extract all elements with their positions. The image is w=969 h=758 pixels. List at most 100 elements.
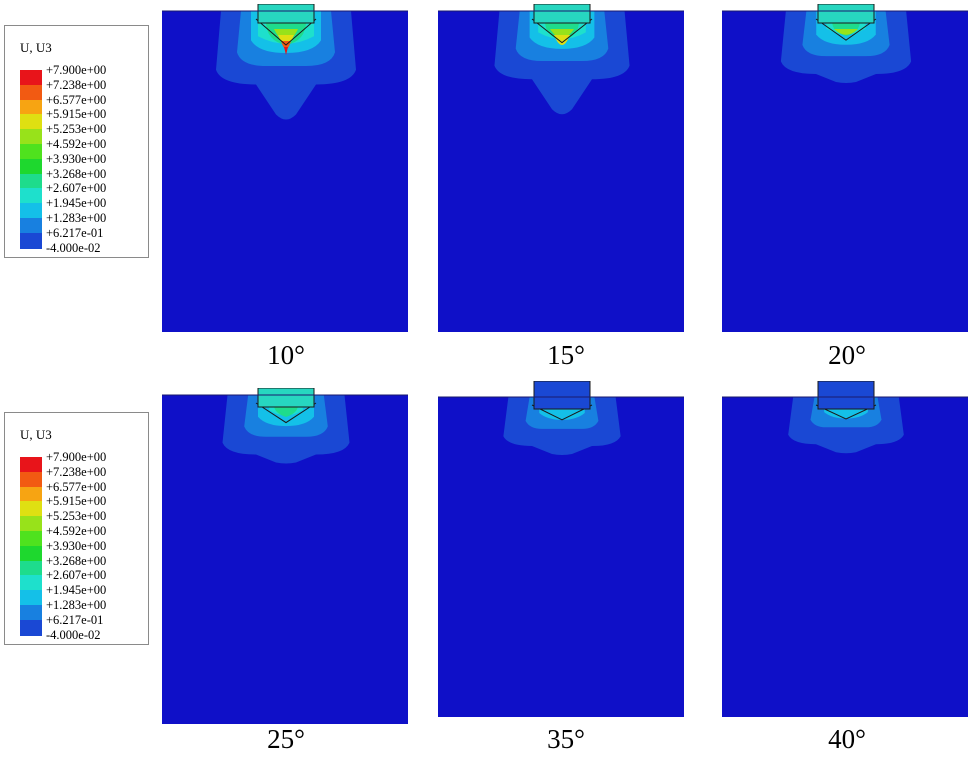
legend-entry: +2.607e+00 [20,181,148,205]
legend-entry: +7.238e+00 [20,77,148,101]
legend-entry: +1.283e+00 [20,211,148,234]
contour-lime [834,29,858,35]
legend-value: +1.283e+00 [46,211,107,225]
indenter-cone-outline [531,18,593,44]
caption-angle: 25° [267,724,305,754]
legend-swatch [20,560,42,577]
caption-angle: 15° [547,340,585,370]
legend-entry: +7.900e+00 [20,63,148,86]
legend-entry: +7.900e+00 [20,450,148,473]
legend-swatch [20,531,42,547]
indenter-block [533,381,591,410]
legend-value: +6.577e+00 [46,479,107,494]
legend-value: +7.238e+00 [46,77,107,92]
contour-plot [722,4,968,332]
legend-swatch [20,144,42,160]
legend-swatch [20,471,42,488]
contour-red [284,47,288,55]
indenter-cone-outline [815,404,877,420]
contour-plot [438,4,684,332]
contour-panel-25deg [162,388,408,724]
contour-green [274,405,298,417]
indenter-cone-outline [815,18,877,41]
contour-plot [438,381,684,717]
contour-panel-20deg [722,4,968,332]
legend-bottom: U, U3 +7.900e+00 +7.238e+00 +6.577e+00 +5.9… [4,412,149,645]
legend-value: +6.577e+00 [46,92,107,107]
legend-swatch [20,218,42,234]
legend-swatch [20,590,42,607]
legend-value: +5.915e+00 [46,494,107,509]
legend-value: +7.900e+00 [46,450,107,464]
contour-plot [162,4,408,332]
legend-entry: +5.915e+00 [20,494,148,518]
legend-swatch [20,70,42,86]
legend-value: -4.000e-02 [46,240,101,255]
caption-angle: 40° [828,724,866,754]
legend-value: +7.238e+00 [46,464,107,479]
legend-swatch [20,501,42,518]
indenter-block [817,381,875,410]
contour-panel-40deg [722,381,968,717]
legend-swatch [20,232,42,249]
legend-top: U, U3 +7.900e+00 +7.238e+00 +6.577e+00 +5.9… [4,25,149,258]
legend-value: +3.930e+00 [46,151,107,166]
contour-yellow [554,35,570,45]
legend-value: +7.900e+00 [46,63,107,77]
legend-value: +3.930e+00 [46,538,107,553]
legend-value: +1.945e+00 [46,196,107,211]
legend-value: +6.217e-01 [46,225,104,240]
legend-entry: -4.000e-02 [20,627,148,642]
contour-panel-35deg [438,381,684,717]
indenter-cone-outline [255,18,317,46]
indenter-cone-outline [255,402,317,424]
legend-entry: +1.283e+00 [20,598,148,621]
legend-swatch [20,99,42,116]
legend-entry: +6.577e+00 [20,92,148,116]
legend-value: -4.000e-02 [46,627,101,642]
legend-value: +3.268e+00 [46,166,107,181]
legend-value: +5.253e+00 [46,122,107,137]
legend-entry: +6.217e-01 [20,225,148,249]
legend-entry: -4.000e-02 [20,240,148,255]
indenter-cone-outline [531,404,593,421]
legend-value: +4.592e+00 [46,524,107,538]
legend-value: +5.253e+00 [46,509,107,524]
legend-value: +6.217e-01 [46,612,104,627]
legend-entry: +3.268e+00 [20,553,148,577]
legend-value: +2.607e+00 [46,568,107,583]
legend-swatch [20,173,42,190]
indenter-block [257,4,315,24]
legend-swatch [20,486,42,503]
caption-angle: 10° [267,340,305,370]
legend-entry: +5.253e+00 [20,122,148,146]
legend-value: +5.915e+00 [46,107,107,122]
contour-panel-10deg [162,4,408,332]
legend-value: +3.268e+00 [46,553,107,568]
legend-entry: +5.915e+00 [20,107,148,131]
legend-swatch [20,84,42,101]
legend-title: U, U3 [20,427,52,442]
legend-swatch [20,545,42,562]
legend-value: +4.592e+00 [46,137,107,151]
legend-swatch [20,516,42,533]
legend-swatch [20,605,42,621]
legend-swatch [20,188,42,205]
legend-entry: +1.945e+00 [20,583,148,607]
legend-swatch [20,575,42,592]
legend-value: +2.607e+00 [46,181,107,196]
legend-entry: +3.930e+00 [20,151,148,175]
legend-entry: +4.592e+00 [20,137,148,160]
legend-swatch [20,129,42,146]
legend-entry: +5.253e+00 [20,509,148,533]
indenter-block [533,4,591,24]
legend-entry: +1.945e+00 [20,196,148,220]
legend-entry: +2.607e+00 [20,568,148,592]
indenter-block [257,388,315,408]
legend-entry: +7.238e+00 [20,464,148,488]
legend-entry: +6.217e-01 [20,612,148,636]
caption-angle: 35° [547,724,585,754]
legend-entry: +3.930e+00 [20,538,148,562]
caption-angle: 20° [828,340,866,370]
legend-swatch [20,114,42,131]
